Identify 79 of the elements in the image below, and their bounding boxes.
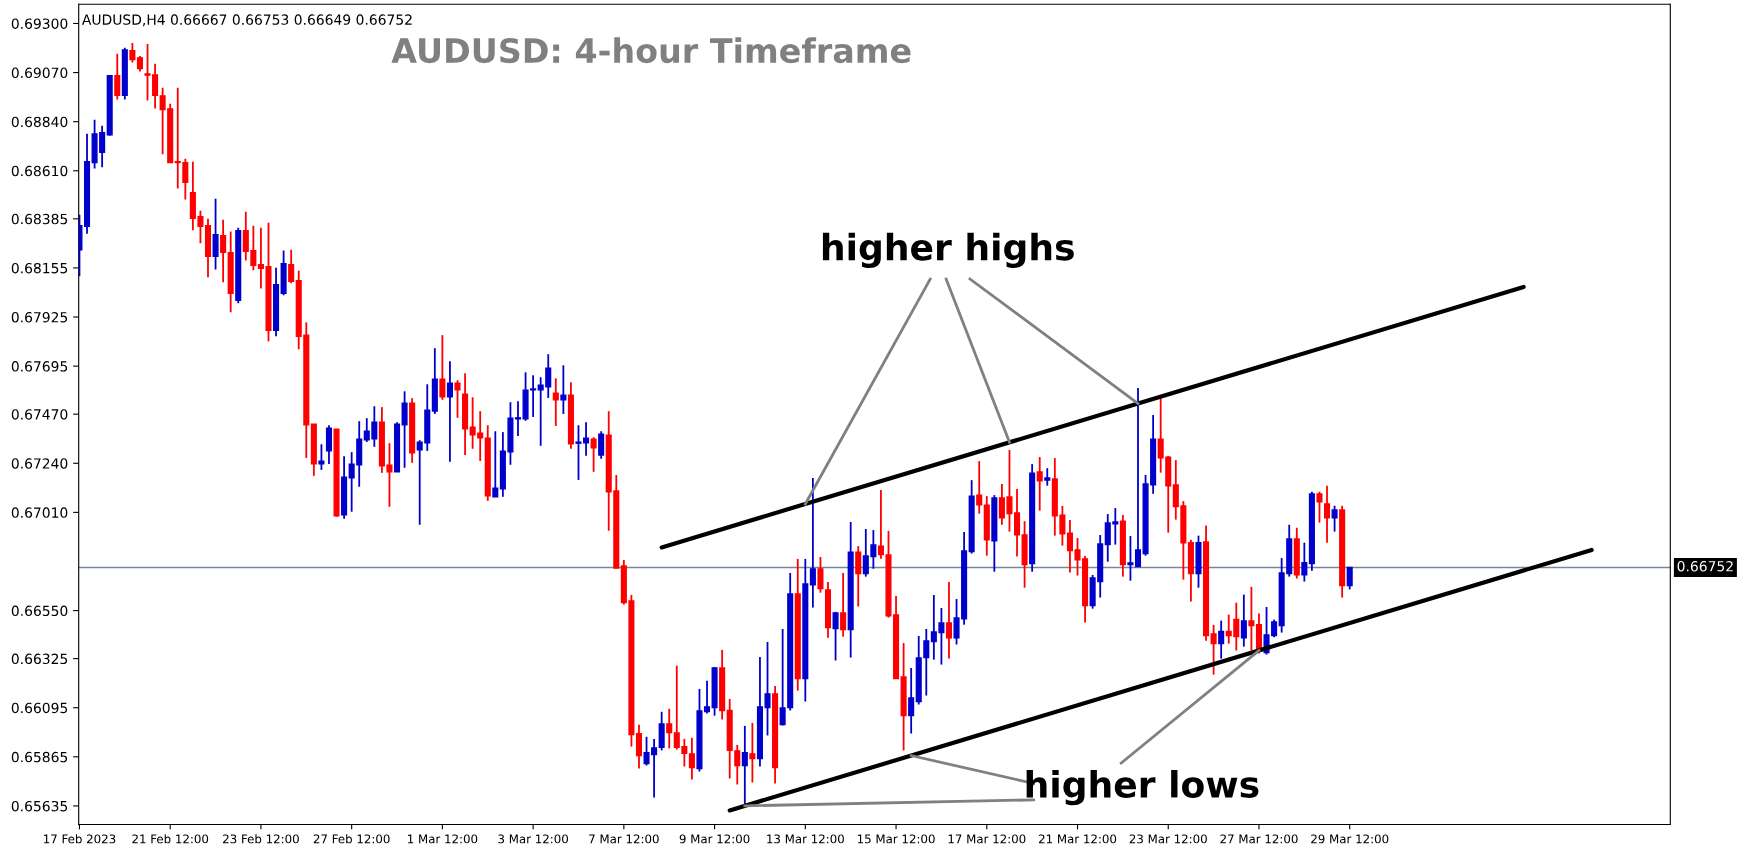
x-tick-label: 21 Mar 12:00 (1038, 834, 1117, 844)
y-tick-label: 0.68610 (11, 165, 68, 177)
candlestick (666, 707, 673, 750)
candlestick (439, 334, 446, 401)
candlestick (809, 477, 816, 609)
candlestick (749, 721, 756, 784)
y-tick-label: 0.65865 (11, 751, 68, 763)
x-tick-label: 27 Feb 12:00 (313, 834, 390, 844)
y-tick-label: 0.67240 (11, 458, 68, 469)
y-tick-label: 0.66550 (11, 605, 68, 617)
y-tick-label: 0.69070 (11, 67, 68, 79)
candlestick (560, 364, 567, 415)
candlestick (552, 377, 559, 427)
y-tick-label: 0.68840 (11, 116, 68, 128)
x-tick-label: 3 Mar 12:00 (498, 834, 568, 844)
candlestick (1323, 484, 1331, 544)
candlestick (688, 736, 695, 781)
annotation: AUDUSD,H4 0.66667 0.66753 0.66649 0.66752 (82, 14, 412, 27)
candlestick (855, 545, 862, 608)
y-tick-label: 0.67470 (11, 409, 68, 420)
x-tick-label: 27 Mar 12:00 (1220, 834, 1298, 844)
candlestick (817, 556, 824, 594)
candlestick (1127, 535, 1134, 582)
candlestick (1316, 490, 1323, 524)
candlestick (129, 41, 136, 64)
candlestick (454, 379, 461, 419)
candlestick (212, 197, 219, 271)
candlestick (1248, 585, 1255, 652)
x-tick-label: 17 Feb 2023 (44, 834, 116, 844)
candlestick (590, 436, 597, 473)
y-tick-label: 0.68385 (11, 213, 68, 225)
candlestick (658, 710, 665, 752)
candlestick (446, 360, 453, 463)
candlestick (1218, 619, 1225, 660)
candlestick (945, 581, 953, 660)
x-tick-label: 29 Mar 12:00 (1311, 834, 1389, 844)
y-tick-label: 0.65635 (11, 800, 68, 812)
candlestick (401, 390, 408, 469)
x-tick-label: 23 Mar 12:00 (1129, 834, 1207, 844)
x-tick-label: 9 Mar 12:00 (679, 834, 750, 844)
y-tick-label: 0.69300 (11, 18, 68, 29)
candlestick (976, 460, 983, 515)
candlestick (1331, 504, 1338, 533)
candlestick (1346, 566, 1353, 591)
candlestick (741, 724, 748, 807)
y-tick-label: 0.67695 (11, 361, 68, 372)
candlestick (1210, 623, 1217, 676)
candlestick (514, 400, 522, 437)
candlestick (114, 52, 121, 101)
candlestick (840, 572, 847, 638)
candlestick (1240, 593, 1247, 648)
candlestick (220, 218, 227, 284)
y-tick-label: 0.66325 (11, 653, 68, 665)
candlestick (635, 723, 643, 770)
candlestick (1301, 541, 1308, 583)
y-tick-label: 0.66095 (11, 702, 68, 714)
x-tick-label: 1 Mar 12:00 (408, 834, 478, 844)
annotation: higher lows (1026, 769, 1259, 806)
ref-line-label: 0.66752 (1677, 560, 1733, 572)
y-tick-label: 0.68155 (11, 262, 68, 274)
y-tick-label: 0.67925 (11, 311, 68, 323)
candlestick (598, 430, 605, 460)
candlestick (492, 430, 499, 498)
x-tick-label: 13 Mar 12:00 (767, 834, 844, 844)
y-tick-label: 0.67010 (11, 507, 68, 518)
candlestick (1134, 387, 1142, 568)
candlestick (318, 443, 325, 471)
candlestick (1036, 456, 1043, 512)
candlestick (325, 424, 333, 465)
x-tick-label: 21 Feb 12:00 (132, 834, 209, 844)
candlestick (288, 248, 295, 285)
candlestick (832, 610, 839, 662)
candlestick (908, 667, 915, 735)
text: AUDUSD: 4-hour Timeframe (391, 37, 911, 64)
x-tick-label: 17 Mar 12:00 (948, 834, 1026, 844)
annotation: higher highs (822, 232, 1074, 268)
x-tick-label: 15 Mar 12:00 (857, 834, 935, 844)
x-tick-label: 7 Mar 12:00 (589, 834, 659, 844)
x-tick-label: 23 Feb 12:00 (223, 834, 299, 844)
